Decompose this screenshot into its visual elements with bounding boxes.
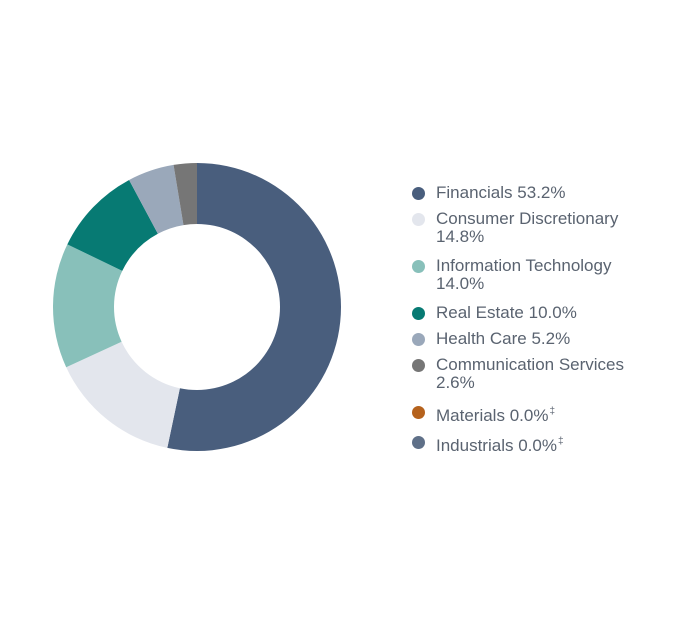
legend-label: Industrials <box>436 436 514 455</box>
legend-value: 2.6% <box>436 373 475 392</box>
legend-value: 53.2% <box>517 183 566 202</box>
legend-item-health-care: Health Care 5.2% <box>410 330 670 348</box>
legend-value: 14.0% <box>436 274 485 293</box>
legend-item-industrials: Industrials 0.0%‡ <box>410 433 670 455</box>
slice-real-estate <box>67 180 158 271</box>
legend-swatch <box>412 213 425 226</box>
legend-value: 5.2% <box>531 329 571 348</box>
legend-value: 10.0% <box>528 303 577 322</box>
legend-swatch <box>412 406 425 419</box>
legend-swatch <box>412 187 425 200</box>
legend-value: 14.8% <box>436 227 485 246</box>
legend-footnote-mark: ‡ <box>557 436 564 447</box>
legend-swatch <box>412 359 425 372</box>
slice-financials <box>167 163 341 451</box>
legend-footnote-mark: ‡ <box>549 406 556 417</box>
legend-swatch <box>412 436 425 449</box>
legend-label: Real Estate <box>436 303 524 322</box>
legend-label: Communication Services <box>436 355 625 374</box>
legend-label: Health Care <box>436 329 527 348</box>
legend-item-consumer-discretionary: Consumer Discretionary 14.8% <box>410 210 670 246</box>
legend-label: Consumer Discretionary <box>436 209 619 228</box>
legend-label: Information Technology <box>436 256 612 275</box>
slice-health-care <box>129 164 184 234</box>
legend-item-real-estate: Real Estate 10.0% <box>410 304 670 322</box>
legend-swatch <box>412 307 425 320</box>
legend-label: Financials <box>436 183 513 202</box>
slice-information-technology <box>52 244 123 368</box>
legend-value: 0.0% <box>509 406 549 425</box>
slice-consumer-discretionary <box>66 341 180 448</box>
legend-value: 0.0% <box>518 436 557 455</box>
legend-item-materials: Materials 0.0%‡ <box>410 403 670 425</box>
legend-label: Materials <box>436 406 505 425</box>
legend-swatch <box>412 333 425 346</box>
legend-item-communication-services: Communication Services 2.6% <box>410 356 670 392</box>
legend-item-financials: Financials 53.2% <box>410 184 670 202</box>
slice-communication-services <box>173 163 197 226</box>
legend-item-information-technology: Information Technology 14.0% <box>410 257 670 293</box>
chart-legend: Financials 53.2% Consumer Discretionary 14… <box>410 184 670 463</box>
legend-swatch <box>412 260 425 273</box>
